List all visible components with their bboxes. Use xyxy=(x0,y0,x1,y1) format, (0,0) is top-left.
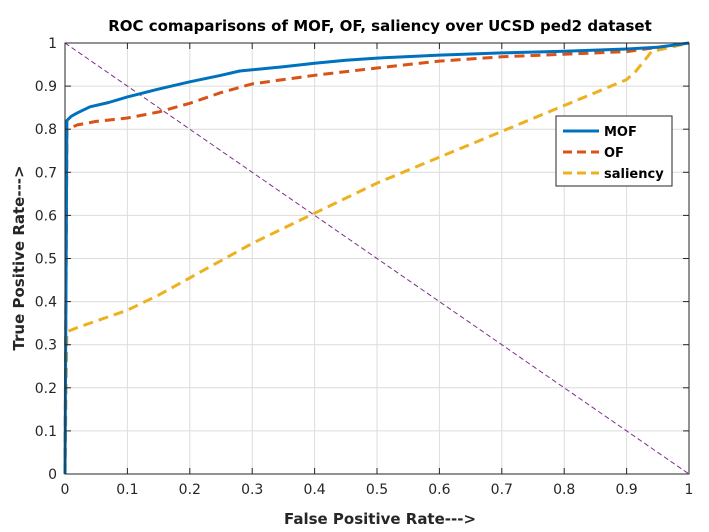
x-tick-label: 0.5 xyxy=(366,482,388,498)
chart-title: ROC comaparisons of MOF, OF, saliency ov… xyxy=(108,17,652,35)
x-axis-label: False Positive Rate---> xyxy=(284,510,476,528)
x-tick-label: 0.6 xyxy=(428,482,450,498)
x-tick-label: 0.9 xyxy=(615,482,637,498)
y-axis-label: True Positive Rate---> xyxy=(10,165,28,350)
x-tick-label: 0 xyxy=(61,482,70,498)
y-tick-labels: 0 0.1 0.2 0.3 0.4 0.5 0.6 0.7 0.8 0.9 1 xyxy=(35,36,57,483)
y-tick-label: 0.1 xyxy=(35,424,57,440)
x-tick-label: 0.8 xyxy=(553,482,575,498)
y-tick-label: 0.7 xyxy=(35,165,57,181)
y-tick-label: 0 xyxy=(48,467,57,483)
x-tick-label: 0.2 xyxy=(179,482,201,498)
y-tick-label: 0.3 xyxy=(35,338,57,354)
series-line-mof xyxy=(63,41,690,475)
x-tick-label: 0.4 xyxy=(303,482,325,498)
series-layer xyxy=(63,41,690,475)
legend-label-saliency: saliency xyxy=(604,167,664,182)
ticks xyxy=(64,42,690,475)
legend-box xyxy=(555,115,673,187)
y-tick-label: 0.2 xyxy=(35,381,57,397)
series-line-saliency xyxy=(63,41,690,475)
x-tick-label: 0.7 xyxy=(491,482,513,498)
x-tick-label: 1 xyxy=(685,482,694,498)
x-tick-labels: 0 0.1 0.2 0.3 0.4 0.5 0.6 0.7 0.8 0.9 1 xyxy=(61,482,694,498)
y-tick-label: 0.4 xyxy=(35,295,57,311)
legend: MOF OF saliency xyxy=(555,115,673,187)
y-tick-label: 0.6 xyxy=(35,208,57,224)
reference-diagonal-line xyxy=(64,42,690,475)
y-tick-label: 0.5 xyxy=(35,252,57,268)
legend-label-of: OF xyxy=(604,146,624,161)
y-tick-label: 1 xyxy=(48,36,57,52)
legend-label-mof: MOF xyxy=(604,125,637,140)
x-tick-label: 0.1 xyxy=(116,482,138,498)
series-line-of xyxy=(63,41,690,475)
y-tick-label: 0.9 xyxy=(35,79,57,95)
y-tick-label: 0.8 xyxy=(35,122,57,138)
x-tick-label: 0.3 xyxy=(241,482,263,498)
